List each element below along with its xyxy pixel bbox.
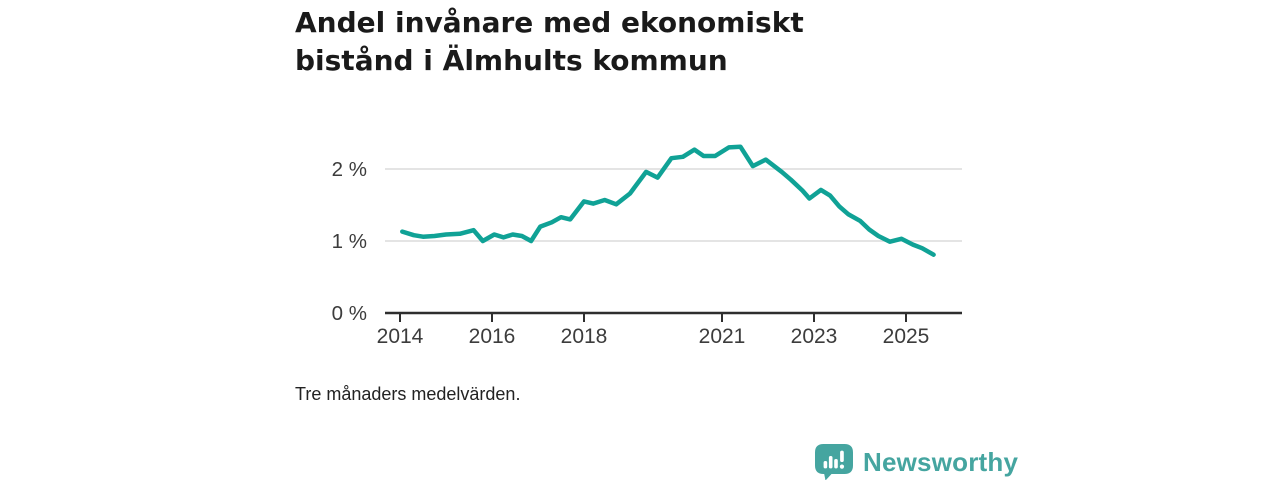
y-axis-tick-label: 0 % [332, 302, 367, 325]
x-axis-tick-label: 2025 [883, 325, 930, 348]
speech-bubble-bar-chart-icon [815, 444, 853, 480]
x-axis-tick-label: 2018 [561, 325, 608, 348]
x-axis-tick-label: 2023 [791, 325, 838, 348]
chart-title: Andel invånare med ekonomiskt bistånd i … [295, 6, 804, 77]
x-axis-tick-label: 2016 [469, 325, 516, 348]
chart-footnote: Tre månaders medelvärden. [295, 384, 521, 404]
x-axis-tick-label: 2021 [699, 325, 746, 348]
newsworthy-wordmark: Newsworthy [863, 446, 1019, 477]
x-axis-tick-label: 2014 [377, 325, 424, 348]
newsworthy-logo: Newsworthy [814, 443, 1018, 480]
y-axis-tick-label: 2 % [332, 158, 367, 181]
series-line [400, 144, 936, 257]
y-axis-tick-label: 1 % [332, 230, 367, 253]
